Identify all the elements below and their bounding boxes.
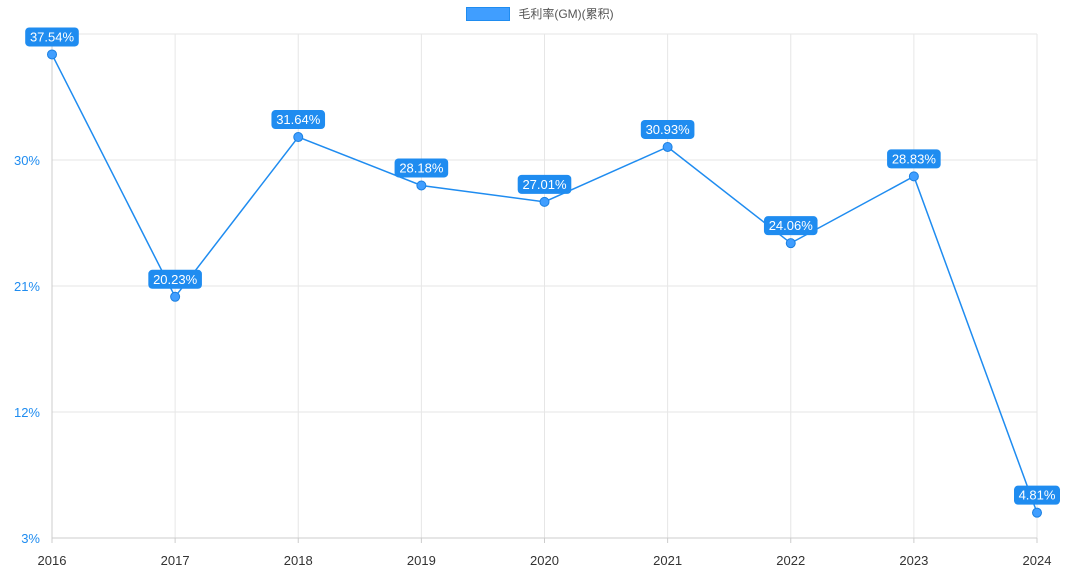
y-tick-label: 30%	[14, 153, 40, 168]
x-tick-label: 2019	[407, 553, 436, 568]
x-tick-label: 2022	[776, 553, 805, 568]
data-point	[170, 291, 181, 302]
data-label-bg	[887, 149, 941, 169]
data-point	[539, 196, 550, 207]
data-label: 30.93%	[646, 122, 691, 137]
data-label: 28.83%	[892, 151, 937, 166]
x-tick-label: 2016	[38, 553, 67, 568]
data-point	[662, 141, 673, 152]
legend[interactable]: 毛利率(GM)(累积)	[0, 5, 1080, 22]
data-label-bg	[517, 174, 572, 194]
y-tick-label: 3%	[21, 531, 40, 546]
data-label: 28.18%	[399, 160, 444, 175]
data-label-bg	[1014, 485, 1060, 505]
data-label: 24.06%	[769, 218, 814, 233]
x-tick-label: 2020	[530, 553, 559, 568]
data-point	[416, 180, 427, 191]
data-label-bg	[148, 269, 202, 289]
data-label: 20.23%	[153, 272, 198, 287]
legend-label: 毛利率(GM)(累积)	[518, 7, 614, 21]
data-label: 27.01%	[522, 177, 567, 192]
data-label-bg	[271, 110, 326, 130]
data-label-bg	[763, 216, 818, 236]
y-tick-label: 12%	[14, 405, 40, 420]
data-point	[908, 171, 919, 182]
data-label: 4.81%	[1019, 488, 1056, 503]
x-tick-label: 2017	[161, 553, 190, 568]
data-point	[785, 238, 796, 249]
x-tick-label: 2018	[284, 553, 313, 568]
x-tick-label: 2023	[899, 553, 928, 568]
data-point	[47, 49, 57, 60]
data-label-bg	[25, 27, 79, 47]
data-point	[293, 132, 304, 143]
x-tick-label: 2021	[653, 553, 682, 568]
data-label: 37.54%	[30, 29, 75, 44]
data-label-bg	[394, 158, 449, 178]
data-label-bg	[640, 119, 695, 139]
data-label: 31.64%	[276, 112, 321, 127]
legend-swatch	[466, 6, 511, 21]
x-tick-label: 2024	[1023, 553, 1052, 568]
y-tick-label: 21%	[14, 279, 40, 294]
data-point	[1032, 507, 1042, 518]
